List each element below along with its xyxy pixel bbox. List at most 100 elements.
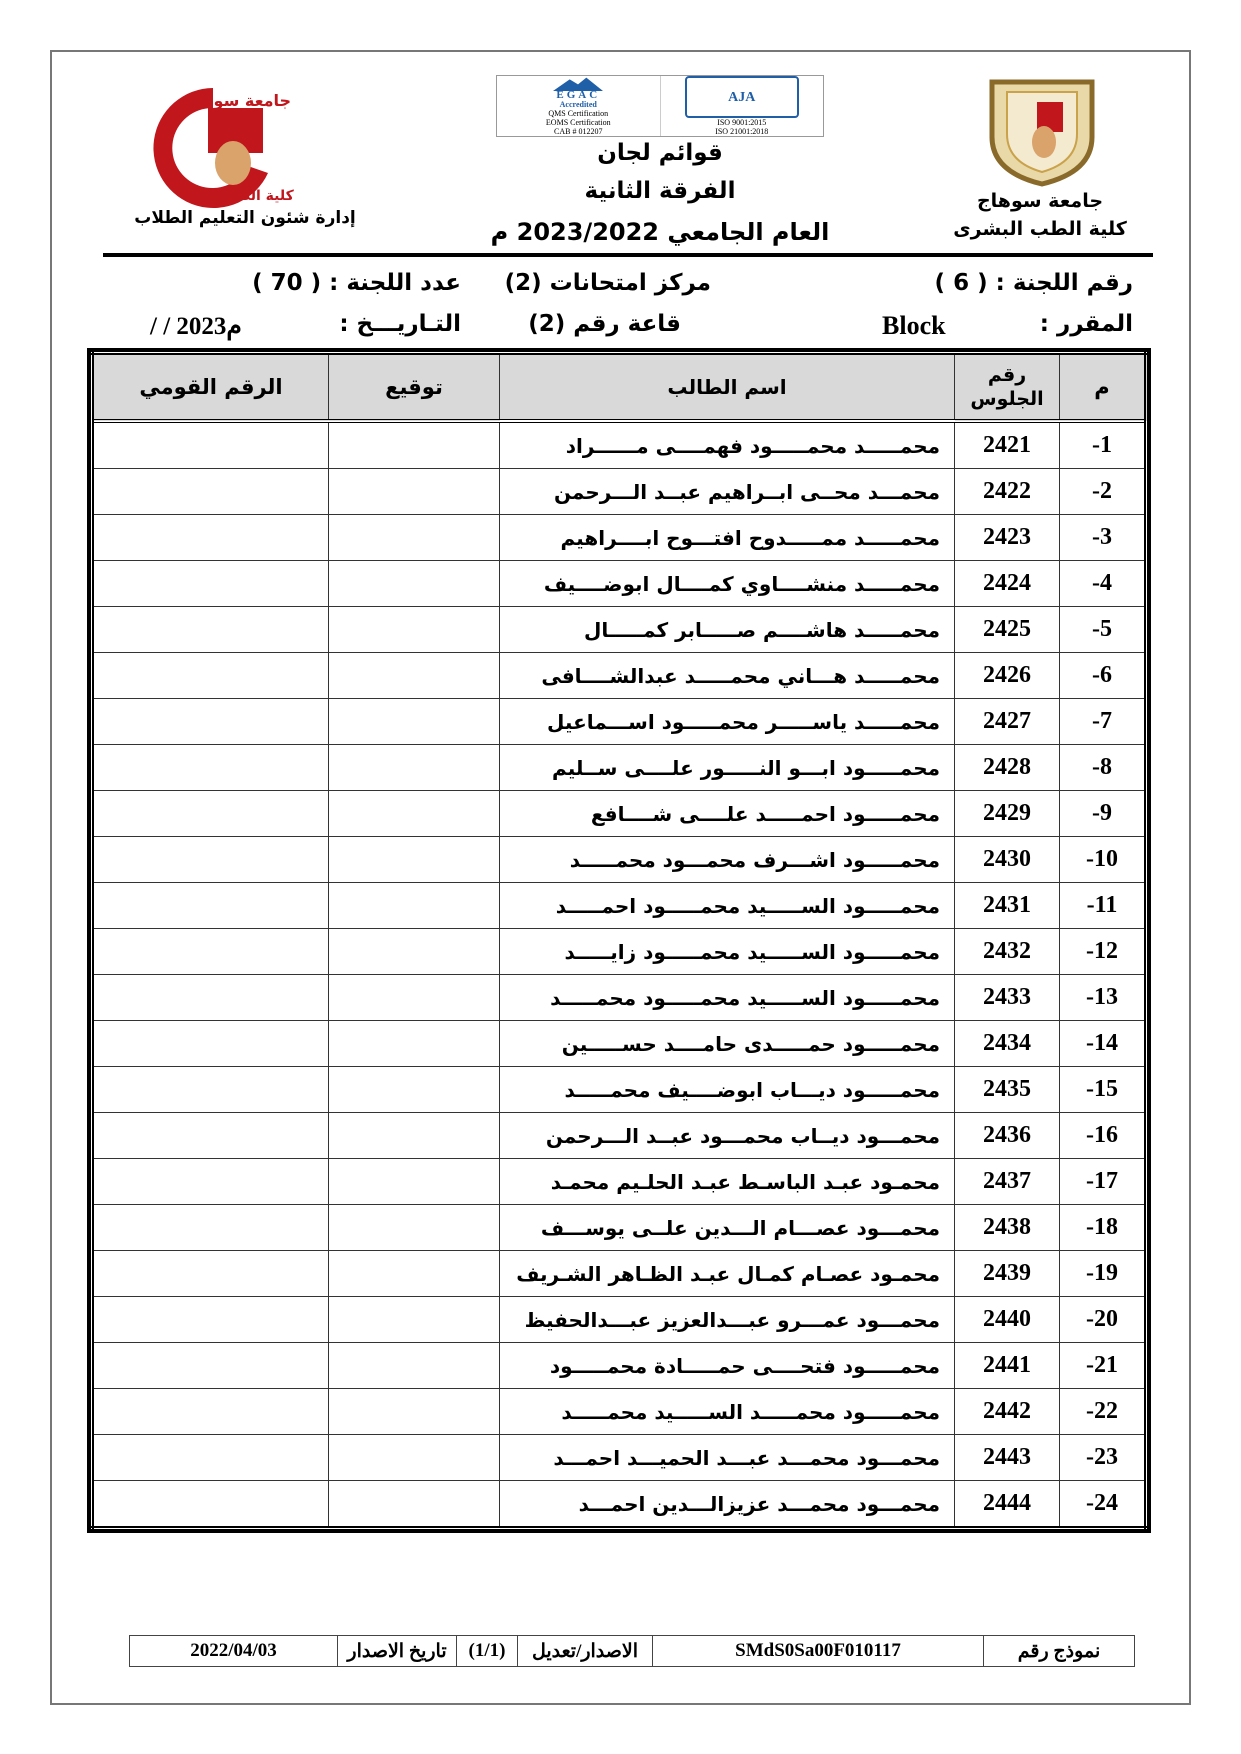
national-id-cell[interactable] <box>91 468 329 515</box>
row-index: -12 <box>1059 928 1147 975</box>
signature-cell[interactable] <box>328 1020 500 1067</box>
signature-cell[interactable] <box>328 606 500 653</box>
national-id-cell[interactable] <box>91 1342 329 1389</box>
national-id-cell[interactable] <box>91 1066 329 1113</box>
student-name: محمـــود ديــاب محمـــود عبــد الـــرحمن <box>499 1112 955 1159</box>
row-index: -2 <box>1059 468 1147 515</box>
row-index: -9 <box>1059 790 1147 837</box>
year-level: الفرقة الثانية <box>584 178 736 204</box>
seat-number: 2442 <box>954 1388 1060 1435</box>
national-id-cell[interactable] <box>91 560 329 607</box>
signature-cell[interactable] <box>328 1204 500 1251</box>
national-id-cell[interactable] <box>91 698 329 745</box>
national-id-cell[interactable] <box>91 420 329 469</box>
national-id-cell[interactable] <box>91 836 329 883</box>
row-index: -21 <box>1059 1342 1147 1389</box>
national-id-cell[interactable] <box>91 744 329 791</box>
signature-cell[interactable] <box>328 560 500 607</box>
signature-cell[interactable] <box>328 1388 500 1435</box>
course-value: Block <box>882 311 946 340</box>
national-id-cell[interactable] <box>91 928 329 975</box>
national-id-cell[interactable] <box>91 1204 329 1251</box>
row-index: -4 <box>1059 560 1147 607</box>
seat-number: 2424 <box>954 560 1060 607</box>
row-index: -11 <box>1059 882 1147 929</box>
student-name: محمـــــود فتحــــى حمـــــادة محمـــــو… <box>499 1342 955 1389</box>
national-id-cell[interactable] <box>91 1250 329 1297</box>
signature-cell[interactable] <box>328 1250 500 1297</box>
seat-number: 2425 <box>954 606 1060 653</box>
table-row: -13 2433 محمـــــود الســـــيد محمـــــود … <box>91 974 1147 1021</box>
student-name: محمـــــود ابـــو النـــــور علــــى ســ… <box>499 744 955 791</box>
seat-number: 2432 <box>954 928 1060 975</box>
seat-number: 2434 <box>954 1020 1060 1067</box>
row-index: -19 <box>1059 1250 1147 1297</box>
student-name: محمـــد محــى ابــراهيم عبــد الـــرحمن <box>499 468 955 515</box>
row-index: -5 <box>1059 606 1147 653</box>
edition-value: (1/1) <box>456 1636 517 1666</box>
exam-center: مركز امتحانات (2) <box>504 270 711 296</box>
sohag-university-logo <box>982 72 1102 187</box>
signature-cell[interactable] <box>328 790 500 837</box>
signature-cell[interactable] <box>328 468 500 515</box>
signature-cell[interactable] <box>328 652 500 699</box>
table-row: -24 2444 محمـــود محمـــد عزيزالـــدين احم… <box>91 1480 1147 1529</box>
signature-cell[interactable] <box>328 1480 500 1529</box>
national-id-cell[interactable] <box>91 1020 329 1067</box>
seat-number: 2423 <box>954 514 1060 561</box>
student-name: محمـــــود الســـــيد محمـــــود احمــــ… <box>499 882 955 929</box>
national-id-cell[interactable] <box>91 514 329 561</box>
national-id-cell[interactable] <box>91 1388 329 1435</box>
row-index: -17 <box>1059 1158 1147 1205</box>
signature-cell[interactable] <box>328 744 500 791</box>
signature-cell[interactable] <box>328 1112 500 1159</box>
row-index: -23 <box>1059 1434 1147 1481</box>
seat-number: 2443 <box>954 1434 1060 1481</box>
certification-logos: EGAC Accredited QMS Certification EOMS C… <box>496 75 824 137</box>
signature-cell[interactable] <box>328 1296 500 1343</box>
national-id-cell[interactable] <box>91 606 329 653</box>
student-name: محمـــــد ياســـــر محمـــــود اســـماعي… <box>499 698 955 745</box>
student-affairs-caption: إدارة شئون التعليم الطلاب <box>134 208 356 228</box>
faculty-of-medicine-logo: جامعة سوهاج كلية الطب <box>118 78 308 208</box>
signature-cell[interactable] <box>328 514 500 561</box>
signature-cell[interactable] <box>328 974 500 1021</box>
signature-cell[interactable] <box>328 928 500 975</box>
signature-cell[interactable] <box>328 1434 500 1481</box>
table-row: -1 2421 محمـــــد محمـــــود فهمــــى مـــ… <box>91 420 1147 469</box>
national-id-cell[interactable] <box>91 1112 329 1159</box>
signature-cell[interactable] <box>328 1342 500 1389</box>
national-id-cell[interactable] <box>91 652 329 699</box>
student-name: محمـــــود الســـــيد محمـــــود زايــــ… <box>499 928 955 975</box>
seat-number: 2440 <box>954 1296 1060 1343</box>
faculty-name: كلية الطب البشرى <box>953 218 1127 240</box>
national-id-cell[interactable] <box>91 974 329 1021</box>
table-row: -18 2438 محمـــود عصـــام الـــدين علــى ي… <box>91 1204 1147 1251</box>
table-row: -21 2441 محمـــــود فتحــــى حمـــــادة مح… <box>91 1342 1147 1389</box>
seat-number: 2429 <box>954 790 1060 837</box>
committee-count: عدد اللجنة : ( 70 ) <box>252 270 461 296</box>
table-row: -9 2429 محمـــــود احمـــــد علــــى شــــ… <box>91 790 1147 837</box>
national-id-cell[interactable] <box>91 1480 329 1529</box>
national-id-cell[interactable] <box>91 1158 329 1205</box>
signature-cell[interactable] <box>328 1066 500 1113</box>
seat-number: 2435 <box>954 1066 1060 1113</box>
header-student-name: اسم الطالب <box>499 352 955 423</box>
national-id-cell[interactable] <box>91 1434 329 1481</box>
national-id-cell[interactable] <box>91 882 329 929</box>
date-value: / / 2023م <box>150 313 242 340</box>
form-footer: نموذج رقم SMdS0Sa00F010117 الاصدار/تعديل… <box>129 1635 1135 1667</box>
signature-cell[interactable] <box>328 698 500 745</box>
egac-logo: EGAC Accredited QMS Certification EOMS C… <box>497 76 661 136</box>
signature-cell[interactable] <box>328 836 500 883</box>
student-name: محمـــــود احمـــــد علــــى شــــافع <box>499 790 955 837</box>
national-id-cell[interactable] <box>91 790 329 837</box>
signature-cell[interactable] <box>328 420 500 469</box>
table-row: -15 2435 محمـــــود ديـــاب ابوضــــيف محم… <box>91 1066 1147 1113</box>
seat-number: 2427 <box>954 698 1060 745</box>
form-number-value: SMdS0Sa00F010117 <box>652 1636 983 1666</box>
row-index: -10 <box>1059 836 1147 883</box>
signature-cell[interactable] <box>328 882 500 929</box>
signature-cell[interactable] <box>328 1158 500 1205</box>
national-id-cell[interactable] <box>91 1296 329 1343</box>
